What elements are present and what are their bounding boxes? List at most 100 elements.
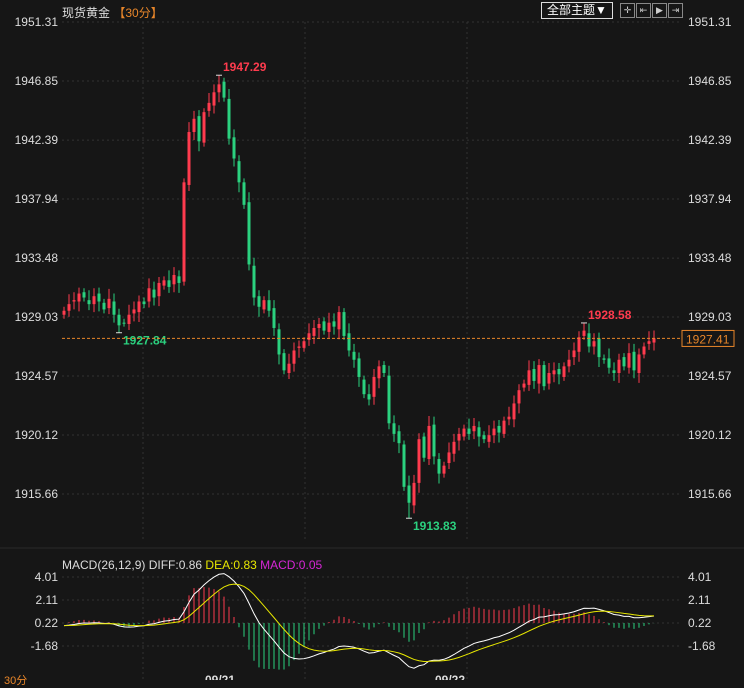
candle-down xyxy=(242,182,246,205)
y-tick-right: 1951.31 xyxy=(688,15,732,29)
macd-y-tick-right: 0.22 xyxy=(688,616,712,630)
candle-down xyxy=(482,435,486,440)
candle-down xyxy=(257,296,261,307)
candle-up xyxy=(182,182,186,282)
candle-down xyxy=(282,353,286,371)
candle-up xyxy=(127,314,131,325)
candle-down xyxy=(497,425,501,433)
y-tick-right: 1946.85 xyxy=(688,74,732,88)
candle-up xyxy=(107,298,111,309)
extreme-label: 1913.83 xyxy=(413,519,457,533)
candle-up xyxy=(642,346,646,355)
candle-up xyxy=(492,428,496,436)
candle-down xyxy=(237,161,241,183)
dea-label: DEA:0.83 xyxy=(205,558,257,572)
candle-up xyxy=(377,366,381,379)
candle-up xyxy=(447,452,451,464)
candle-up xyxy=(202,112,206,143)
candle-up xyxy=(547,372,551,384)
macd-y-tick-left: 2.11 xyxy=(36,593,59,607)
last-price-box xyxy=(681,329,735,347)
candle-up xyxy=(412,482,416,506)
candle-down xyxy=(252,265,256,298)
candle-down xyxy=(542,365,546,387)
candle-down xyxy=(122,322,126,324)
diff-line xyxy=(63,573,655,669)
candle-up xyxy=(567,359,571,367)
candle-up xyxy=(512,403,516,420)
candle-down xyxy=(102,302,106,310)
candle-up xyxy=(292,350,296,364)
candle-down xyxy=(222,81,226,98)
candle-up xyxy=(77,293,81,302)
candle-up xyxy=(472,425,476,432)
candle-up xyxy=(582,330,586,336)
candle-up xyxy=(217,84,221,93)
candle-up xyxy=(617,359,621,373)
candle-down xyxy=(142,301,146,305)
candle-up xyxy=(327,322,331,332)
candle-up xyxy=(442,465,446,474)
extreme-label: 1928.58 xyxy=(588,308,632,322)
candle-down xyxy=(197,116,201,142)
candle-up xyxy=(192,118,196,133)
y-tick-right: 1942.39 xyxy=(688,133,732,147)
x-tick: 09/22 xyxy=(435,673,465,680)
candle-down xyxy=(232,137,236,159)
jump-end-icon[interactable]: ⇥ xyxy=(668,3,683,18)
macd-label: MACD:0.05 xyxy=(260,558,323,572)
macd-y-tick-left: 0.22 xyxy=(35,616,59,630)
step-forward-icon[interactable]: ▶ xyxy=(652,3,667,18)
candle-up xyxy=(207,102,211,111)
candle-down xyxy=(322,321,326,331)
last-price-label: 1927.41 xyxy=(686,332,730,346)
y-tick-left: 1951.31 xyxy=(15,15,59,29)
candle-up xyxy=(427,425,431,460)
candle-down xyxy=(267,300,271,311)
candle-down xyxy=(477,427,481,437)
crosshair-icon[interactable]: ✛ xyxy=(620,3,635,18)
candle-up xyxy=(302,341,306,348)
candle-up xyxy=(417,439,421,483)
candle-down xyxy=(112,301,116,315)
candle-down xyxy=(152,289,156,298)
candle-down xyxy=(87,300,91,305)
zoom-range-icon[interactable]: ⇤ xyxy=(636,3,651,18)
extreme-label: 1927.84 xyxy=(123,334,167,348)
candle-down xyxy=(272,308,276,328)
macd-legend: MACD(26,12,9) DIFF:0.86 DEA:0.83 MACD:0.… xyxy=(62,558,323,572)
candle-up xyxy=(172,275,176,285)
candle-down xyxy=(342,312,346,336)
y-tick-left: 1942.39 xyxy=(15,133,59,147)
candle-down xyxy=(357,358,361,377)
macd-y-tick-left: -1.68 xyxy=(31,639,59,653)
candle-down xyxy=(587,333,591,347)
y-tick-left: 1946.85 xyxy=(15,74,59,88)
candle-down xyxy=(97,293,101,302)
candle-up xyxy=(92,296,96,305)
candle-up xyxy=(62,310,66,315)
candle-up xyxy=(487,435,491,442)
theme-dropdown-button[interactable]: 全部主题▼ xyxy=(541,2,613,19)
y-tick-right: 1933.48 xyxy=(688,251,732,265)
y-tick-left: 1924.57 xyxy=(15,369,59,383)
candle-up xyxy=(317,324,321,328)
candle-down xyxy=(227,98,231,139)
y-tick-right: 1924.57 xyxy=(688,369,732,383)
candle-up xyxy=(652,338,656,343)
dea-line xyxy=(63,583,655,663)
candle-down xyxy=(367,394,371,400)
candle-up xyxy=(312,327,316,336)
candle-up xyxy=(157,282,161,297)
candle-down xyxy=(167,280,171,287)
candle-up xyxy=(457,433,461,441)
candle-down xyxy=(437,459,441,474)
candle-down xyxy=(597,338,601,358)
candle-up xyxy=(502,420,506,434)
macd-y-tick-right: 4.01 xyxy=(688,570,712,584)
candle-up xyxy=(287,363,291,373)
candle-down xyxy=(532,369,536,381)
macd-y-tick-left: 4.01 xyxy=(35,570,59,584)
candle-up xyxy=(262,300,266,310)
